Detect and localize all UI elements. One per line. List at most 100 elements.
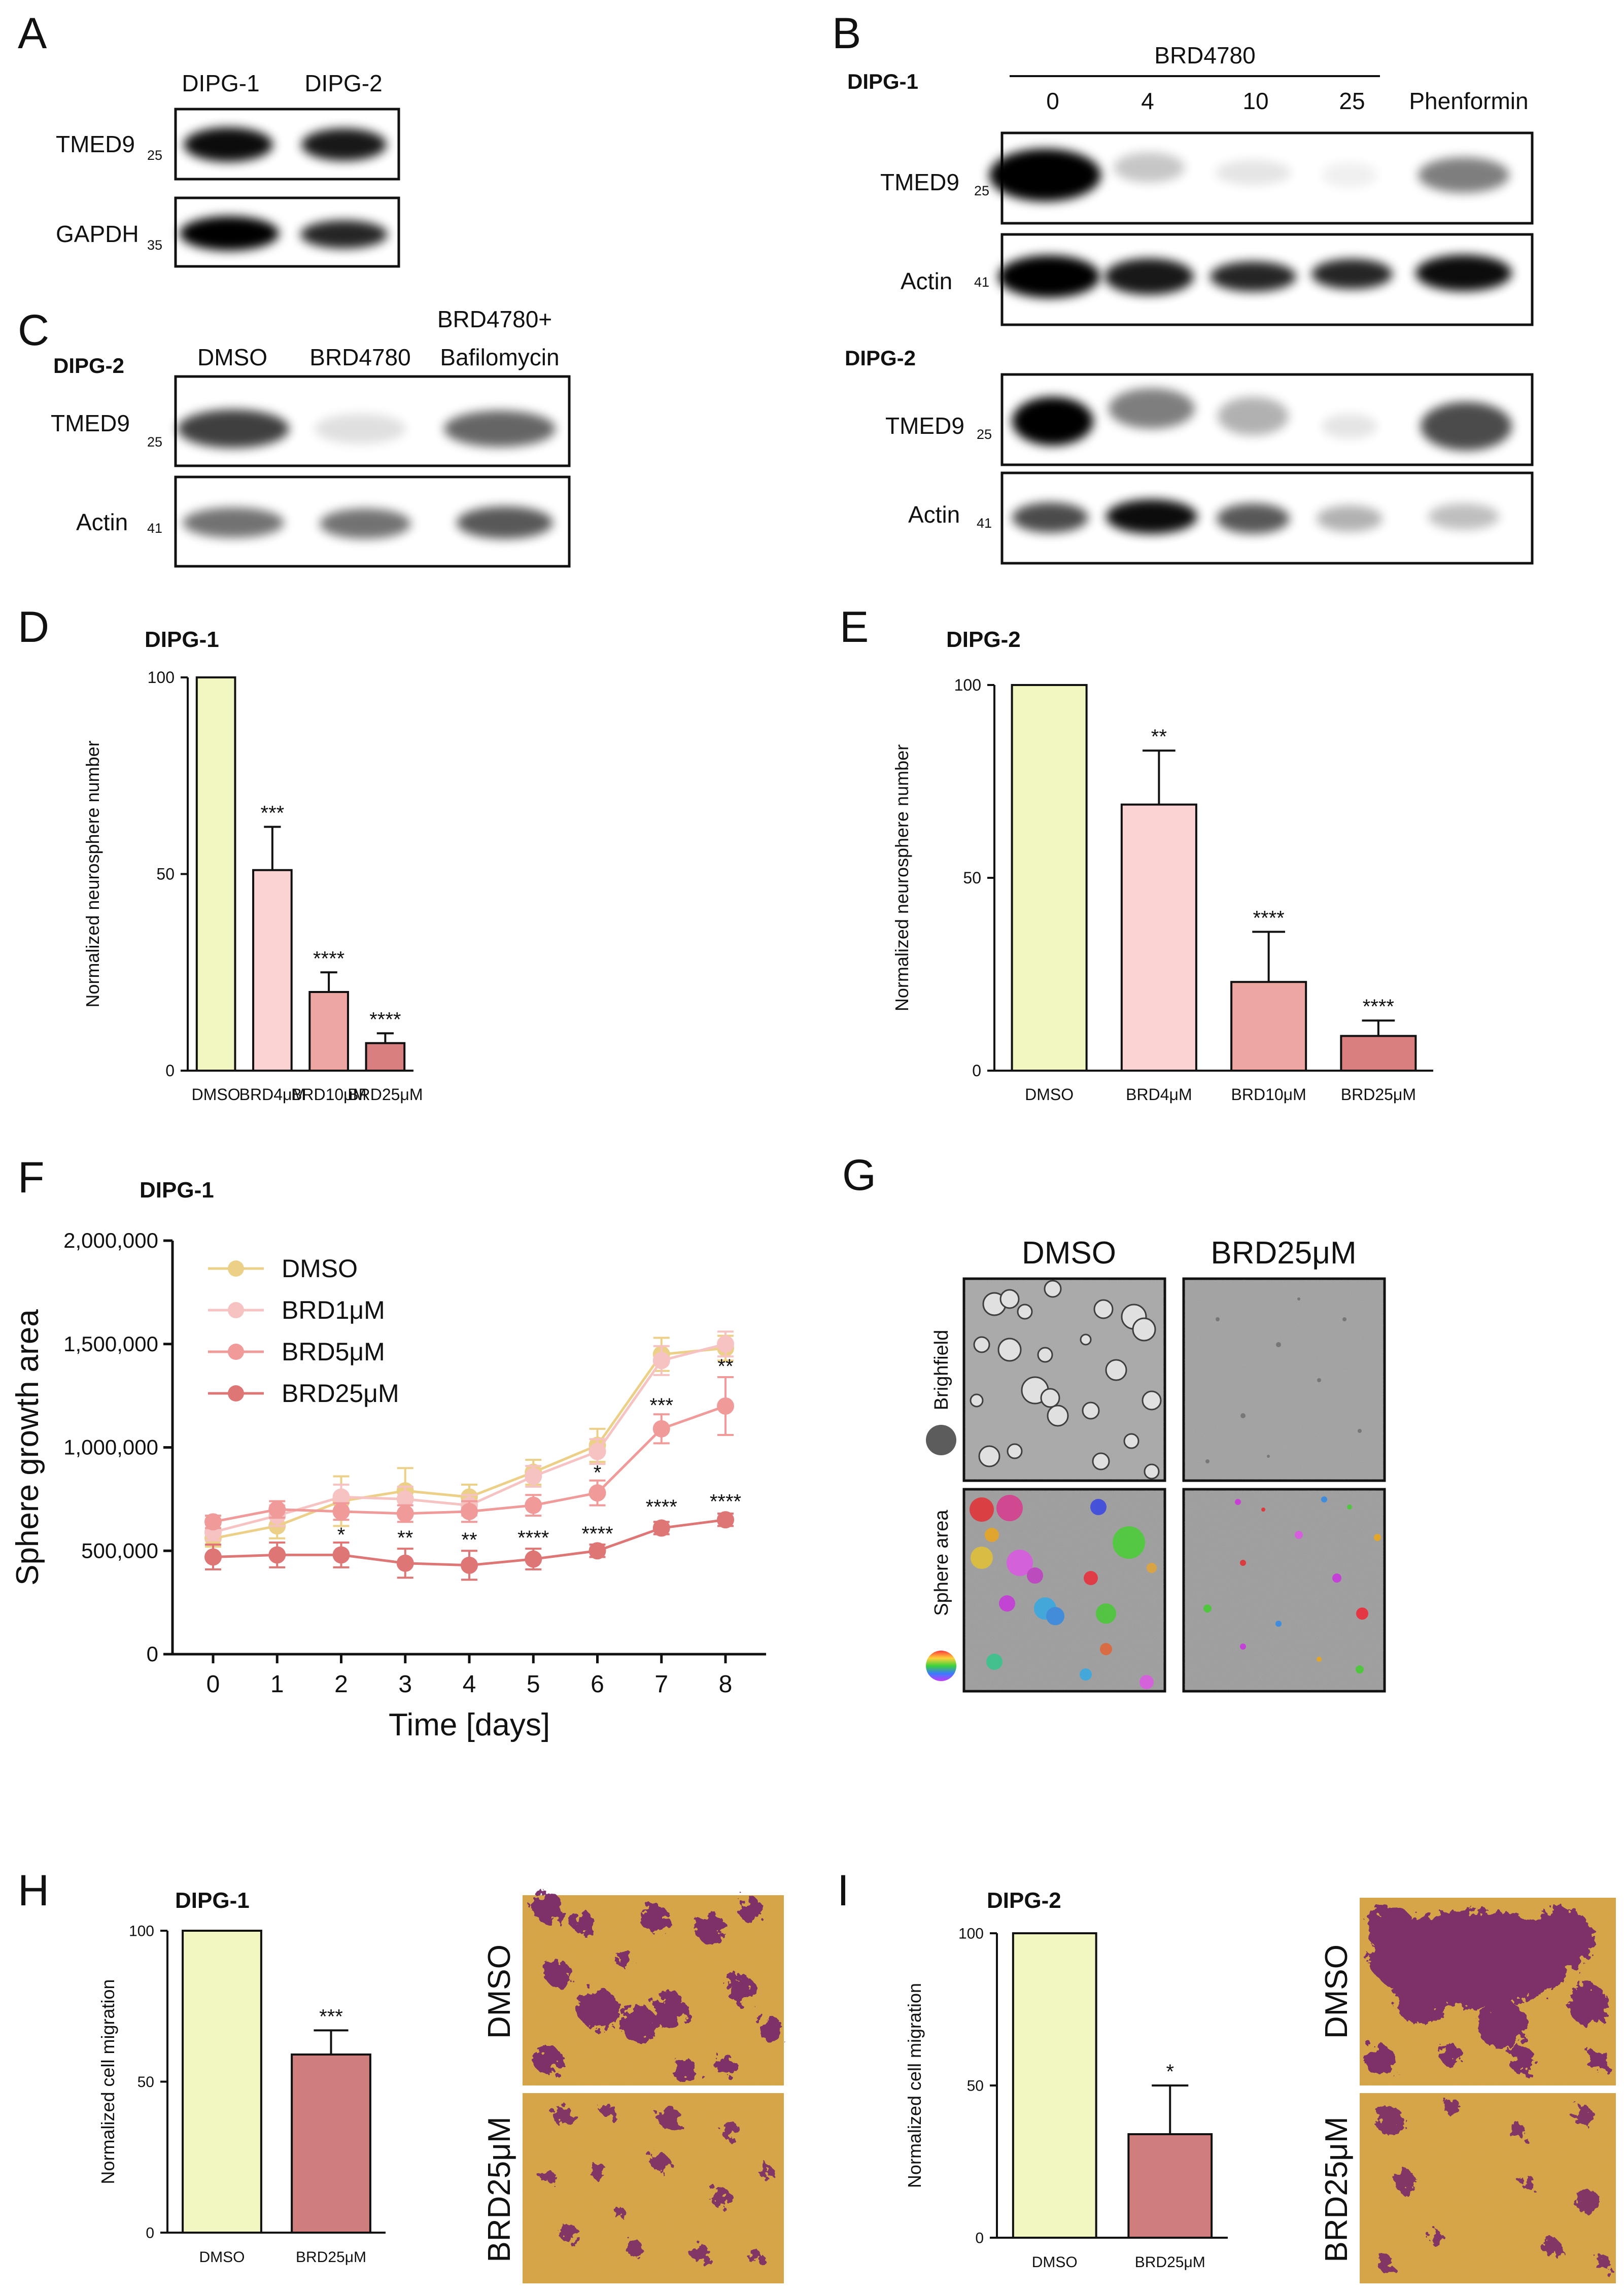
panel-letter: H <box>18 1866 49 1915</box>
significance-label: **** <box>581 1523 613 1545</box>
category-label: DMSO <box>1025 1085 1074 1104</box>
band <box>180 216 279 251</box>
series-BRD5μM <box>204 1376 734 1531</box>
data-point <box>332 1502 350 1520</box>
panel-g-brightfield-brd-image <box>1182 1277 1386 1482</box>
category-label: BRD4μM <box>239 1085 305 1104</box>
panel-b-dipg2-label: DIPG-2 <box>845 346 916 370</box>
band <box>989 149 1101 201</box>
band <box>1114 152 1185 183</box>
bar <box>291 2053 371 2234</box>
chart-title: DIPG-2 <box>946 627 1021 652</box>
chart-title: DIPG-1 <box>140 1178 214 1203</box>
bar <box>252 869 293 1072</box>
band <box>1322 162 1377 188</box>
panel-c-actin-mw: 41 <box>147 521 162 536</box>
panel-i-label-brd25: BRD25μM <box>1319 2116 1354 2262</box>
category-label: DMSO <box>1032 2254 1078 2271</box>
panel-b-dipg1-tmed9-mw: 25 <box>974 183 989 198</box>
panel-a: A DIPG-1 DIPG-2 TMED9 25 GAPDH 35 <box>18 9 400 268</box>
panel-i-images: DMSO BRD25μM <box>1319 1898 1616 2283</box>
data-point <box>396 1554 414 1572</box>
data-point <box>268 1500 286 1518</box>
data-point <box>717 1335 734 1353</box>
y-tick-label: 50 <box>963 869 981 887</box>
y-tick-label: 100 <box>954 676 981 694</box>
data-point <box>204 1513 222 1531</box>
panel-c-actin-label: Actin <box>76 509 128 535</box>
significance-label: **** <box>369 1008 401 1031</box>
data-point <box>652 1519 670 1537</box>
panel-g-row-brightfield: Brighfield <box>931 1330 952 1410</box>
y-axis-label: Normalized cell migration <box>904 1983 925 2188</box>
panel-b-dipg1-tmed9-bands <box>989 149 1509 201</box>
significance-label: **** <box>517 1527 549 1549</box>
panel-b-lane-0: 0 <box>1046 88 1059 114</box>
panel-a-gapdh-bands <box>180 216 388 251</box>
panel-b-dipg2-tmed9-label: TMED9 <box>885 413 964 439</box>
panel-b-dipg1-actin-bands <box>998 255 1512 298</box>
legend-swatch-marker <box>228 1344 244 1360</box>
panel-b-treatment: BRD4780 <box>1154 42 1255 69</box>
data-point <box>652 1420 670 1438</box>
data-point <box>461 1556 478 1574</box>
panel-h-label-dmso: DMSO <box>482 1944 517 2039</box>
y-tick-label: 100 <box>148 668 175 687</box>
band <box>1428 503 1499 530</box>
significance-label: * <box>594 1462 602 1484</box>
band <box>1012 502 1088 533</box>
chart-title: DIPG-2 <box>987 1888 1061 1913</box>
panel-h-images: DMSO BRD25μM <box>482 1893 784 2283</box>
y-tick-label: 50 <box>137 2074 154 2091</box>
panel-c-letter: C <box>18 306 49 355</box>
x-tick-label: 1 <box>270 1671 284 1698</box>
panel-c-lane-combo-line2: Bafilomycin <box>440 344 559 370</box>
data-point <box>396 1490 414 1508</box>
bar <box>1120 803 1197 1072</box>
bar <box>1012 1932 1097 2239</box>
panel-a-gapdh-label: GAPDH <box>56 221 139 247</box>
panel-i-brd25-image <box>1360 2093 1616 2283</box>
panel-c: C DIPG-2 DMSO BRD4780 BRD4780+ Bafilomyc… <box>18 306 571 568</box>
significance-label: **** <box>710 1491 741 1513</box>
x-tick-label: 4 <box>463 1671 476 1698</box>
panel-b-lane-phenformin: Phenformin <box>1409 88 1528 114</box>
panel-c-lane-combo-line1: BRD4780+ <box>437 306 552 332</box>
data-point <box>525 1467 542 1485</box>
legend-swatch-marker <box>228 1260 244 1277</box>
data-point <box>268 1546 286 1564</box>
y-tick-label: 0 <box>165 1062 175 1080</box>
band <box>178 409 289 448</box>
band <box>1109 388 1195 429</box>
data-point <box>525 1550 542 1568</box>
band <box>1311 259 1393 289</box>
data-point <box>652 1352 670 1370</box>
color-wheel-icon <box>926 1651 956 1681</box>
legend-swatch-marker <box>228 1385 244 1401</box>
band <box>184 127 273 162</box>
panel-b-letter: B <box>832 9 861 58</box>
panel-letter: I <box>837 1866 849 1915</box>
x-tick-label: 8 <box>719 1671 733 1698</box>
panel-c-lane-brd4780: BRD4780 <box>309 344 410 370</box>
band <box>1322 414 1377 439</box>
band <box>315 414 406 444</box>
band <box>1104 258 1194 295</box>
panel-g: G DMSO BRD25μM <box>842 1151 1386 1693</box>
chart-title: DIPG-1 <box>175 1888 250 1913</box>
panel-a-lane-1: DIPG-1 <box>182 70 259 96</box>
significance-label: *** <box>319 2005 343 2028</box>
data-point <box>332 1546 350 1564</box>
panel-b-lane-25: 25 <box>1339 88 1365 114</box>
y-tick-label: 100 <box>958 1926 984 1942</box>
data-point <box>332 1488 350 1506</box>
band <box>1421 402 1512 451</box>
band <box>1415 255 1512 291</box>
panel-c-tmed9-mw: 25 <box>147 434 162 450</box>
band <box>320 508 411 539</box>
panel-b: B BRD4780 0 4 10 25 Phenformin DIPG-1 TM… <box>832 9 1534 565</box>
significance-label: **** <box>1253 907 1284 929</box>
category-label: BRD25μM <box>296 2249 366 2266</box>
legend-label: BRD1μM <box>282 1296 385 1324</box>
